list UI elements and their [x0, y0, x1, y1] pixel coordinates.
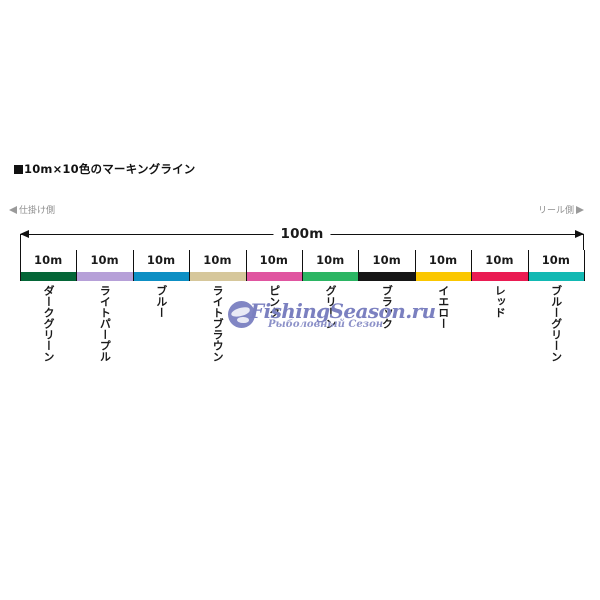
page-title-text: 10m×10色のマーキングライン [24, 162, 196, 176]
extension-line-right [583, 234, 584, 250]
segment-length-label: 10m [146, 253, 176, 267]
segment: 10m ライトパープル [76, 250, 133, 370]
reel-side-caption: リール側 [538, 205, 584, 218]
arrow-left-icon [9, 206, 17, 214]
arrow-right-icon [576, 206, 584, 214]
page-title: 10m×10色のマーキングライン [14, 161, 195, 177]
segment-length-label: 10m [485, 253, 514, 267]
segment-color-swatch [527, 272, 585, 281]
segment: 10m ブラック [358, 250, 415, 370]
segment-color-name: ライトパープル [98, 285, 112, 362]
side-captions: 仕掛け側 リール側 [9, 205, 584, 221]
segment-color-swatch [302, 272, 359, 281]
segment-length-label: 10m [316, 253, 345, 267]
segment-color-name: ブルー [154, 285, 168, 318]
segment-length-label: 10m [541, 253, 570, 267]
segment-color-name: ブラック [380, 285, 394, 329]
segment: 10m ライトブラウン [189, 250, 246, 370]
rig-side-label: 仕掛け側 [19, 206, 56, 216]
segment: 10m ブルーグリーン [527, 250, 585, 370]
reel-side-label: リール側 [537, 206, 574, 216]
segment-color-name: ダークグリーン [41, 285, 55, 362]
segment-color-swatch [471, 272, 528, 281]
total-length-label: 100m [273, 225, 331, 243]
segment-length-label: 10m [259, 253, 288, 267]
segment-color-name: イエロー [436, 285, 450, 329]
bullet-square-icon [14, 165, 23, 174]
marking-line-diagram: 仕掛け側 リール側 100m 10m ダークグリーン 10m ライトパープル 1… [0, 205, 600, 405]
segment-length-label: 10m [90, 253, 119, 267]
total-length-dimension: 100m [20, 225, 584, 245]
segment-color-swatch [358, 272, 415, 281]
segment: 10m イエロー [414, 250, 472, 370]
segment-color-swatch [245, 272, 303, 281]
segment: 10m グリーン [302, 250, 359, 370]
segment-length-label: 10m [34, 253, 63, 267]
segment-color-name: レッド [493, 285, 507, 318]
segment-color-name: ライトブラウン [211, 285, 225, 362]
segment-color-swatch [20, 272, 77, 281]
segment-color-name: ブルーグリーン [549, 285, 563, 362]
segment-color-swatch [189, 272, 246, 281]
segment-color-swatch [414, 272, 472, 281]
segment-length-label: 10m [203, 253, 232, 267]
segment: 10m ピンク [245, 250, 303, 370]
rig-side-caption: 仕掛け側 [9, 205, 55, 218]
segment-color-name: グリーン [323, 285, 337, 329]
segment-length-label: 10m [428, 253, 458, 267]
color-segments: 10m ダークグリーン 10m ライトパープル 10m ブルー 10m ライトブ… [20, 250, 585, 370]
segment-color-swatch [132, 272, 190, 281]
segment-color-name: ピンク [267, 285, 281, 318]
segment: 10m ダークグリーン [20, 250, 77, 370]
dimension-arrow-left-icon [20, 230, 29, 238]
extension-line-left [20, 234, 21, 250]
segment-length-label: 10m [372, 253, 401, 267]
segment-color-swatch [76, 272, 133, 281]
segment: 10m ブルー [132, 250, 190, 370]
dimension-arrow-right-icon [575, 230, 584, 238]
segment: 10m レッド [471, 250, 528, 370]
